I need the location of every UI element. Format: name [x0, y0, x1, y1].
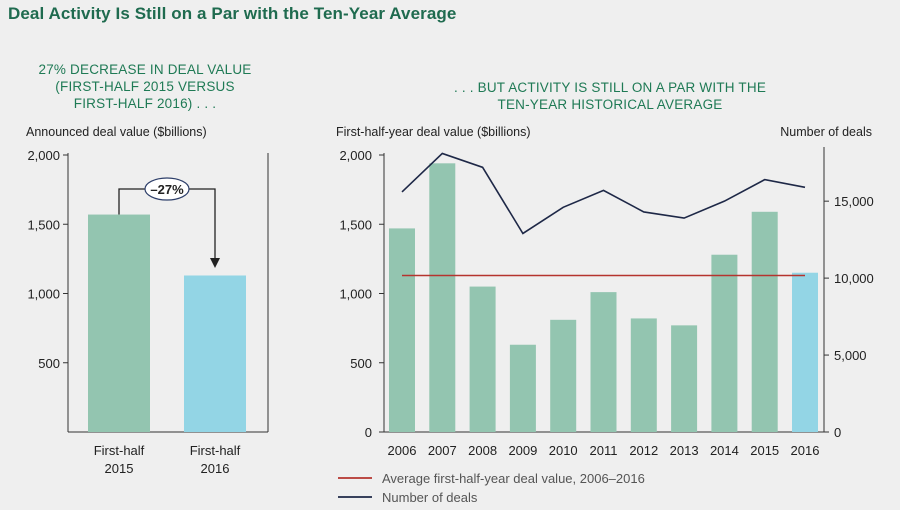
legend-label-deals: Number of deals	[382, 490, 478, 505]
right-x-tick-label: 2011	[590, 443, 618, 458]
right-bar	[792, 272, 818, 432]
chart-title: Deal Activity Is Still on a Par with the…	[8, 4, 457, 23]
right-bar	[550, 319, 577, 432]
left-y-axis-label: Announced deal value ($billions)	[26, 125, 207, 139]
deals-line	[401, 152, 806, 235]
right-bar	[671, 325, 698, 432]
left-bar	[88, 214, 150, 432]
left-bar	[184, 275, 246, 432]
arrow-down-icon	[210, 258, 220, 268]
change-badge	[144, 177, 190, 201]
right-x-tick-label: 2016	[791, 443, 820, 458]
right-y2-axis-label: Number of deals	[780, 125, 872, 139]
right-y-tick-label: 1,500	[339, 217, 372, 232]
right-y-tick-label: 0	[365, 425, 372, 440]
left-y-tick-label: 2,000	[27, 148, 60, 163]
right-subhead: . . . BUT ACTIVITY IS STILL ON A PAR WIT…	[420, 79, 800, 113]
legend-label-average: Average first-half-year deal value, 2006…	[382, 471, 645, 486]
right-y2-tick-label: 5,000	[834, 348, 867, 363]
right-bar	[509, 344, 536, 432]
left-y-tick-label: 500	[38, 356, 60, 371]
right-y-axis-label: First-half-year deal value ($billions)	[336, 125, 531, 139]
right-y-tick-label: 2,000	[339, 148, 372, 163]
right-bar	[590, 292, 617, 432]
left-y-tick-label: 1,000	[27, 287, 60, 302]
right-bar	[751, 211, 778, 432]
right-bar	[711, 254, 738, 432]
left-x-tick-label: First-half	[94, 443, 145, 458]
right-x-tick-label: 2009	[508, 443, 537, 458]
right-bar	[389, 228, 415, 432]
right-x-tick-label: 2013	[670, 443, 699, 458]
left-subhead-line: FIRST-HALF 2016) . . .	[73, 96, 217, 111]
right-bar	[429, 163, 456, 432]
right-subhead-line: . . . BUT ACTIVITY IS STILL ON A PAR WIT…	[453, 80, 767, 95]
right-x-tick-label: 2007	[428, 443, 457, 458]
right-y2-tick-label: 10,000	[834, 271, 874, 286]
right-x-tick-label: 2012	[629, 443, 658, 458]
right-x-tick-label: 2006	[388, 443, 417, 458]
right-y2-tick-label: 0	[834, 425, 841, 440]
right-x-tick-label: 2015	[750, 443, 779, 458]
right-y2-tick-label: 15,000	[834, 194, 874, 209]
left-subhead-line: (FIRST-HALF 2015 VERSUS	[55, 79, 235, 94]
left-x-tick-label: First-half	[190, 443, 241, 458]
right-subhead-line: TEN-YEAR HISTORICAL AVERAGE	[497, 97, 723, 112]
change-label: –27%	[150, 182, 184, 197]
left-y-tick-label: 1,500	[27, 217, 60, 232]
right-x-tick-label: 2014	[710, 443, 739, 458]
right-bar	[469, 286, 496, 432]
left-subhead: 27% DECREASE IN DEAL VALUE (FIRST-HALF 2…	[20, 61, 270, 112]
right-bar	[630, 318, 657, 432]
right-y-tick-label: 500	[350, 356, 372, 371]
right-x-tick-label: 2008	[468, 443, 497, 458]
left-subhead-line: 27% DECREASE IN DEAL VALUE	[38, 62, 252, 77]
right-y-tick-label: 1,000	[339, 287, 372, 302]
left-x-tick-label: 2015	[105, 461, 134, 476]
right-x-tick-label: 2010	[549, 443, 578, 458]
left-x-tick-label: 2016	[201, 461, 230, 476]
